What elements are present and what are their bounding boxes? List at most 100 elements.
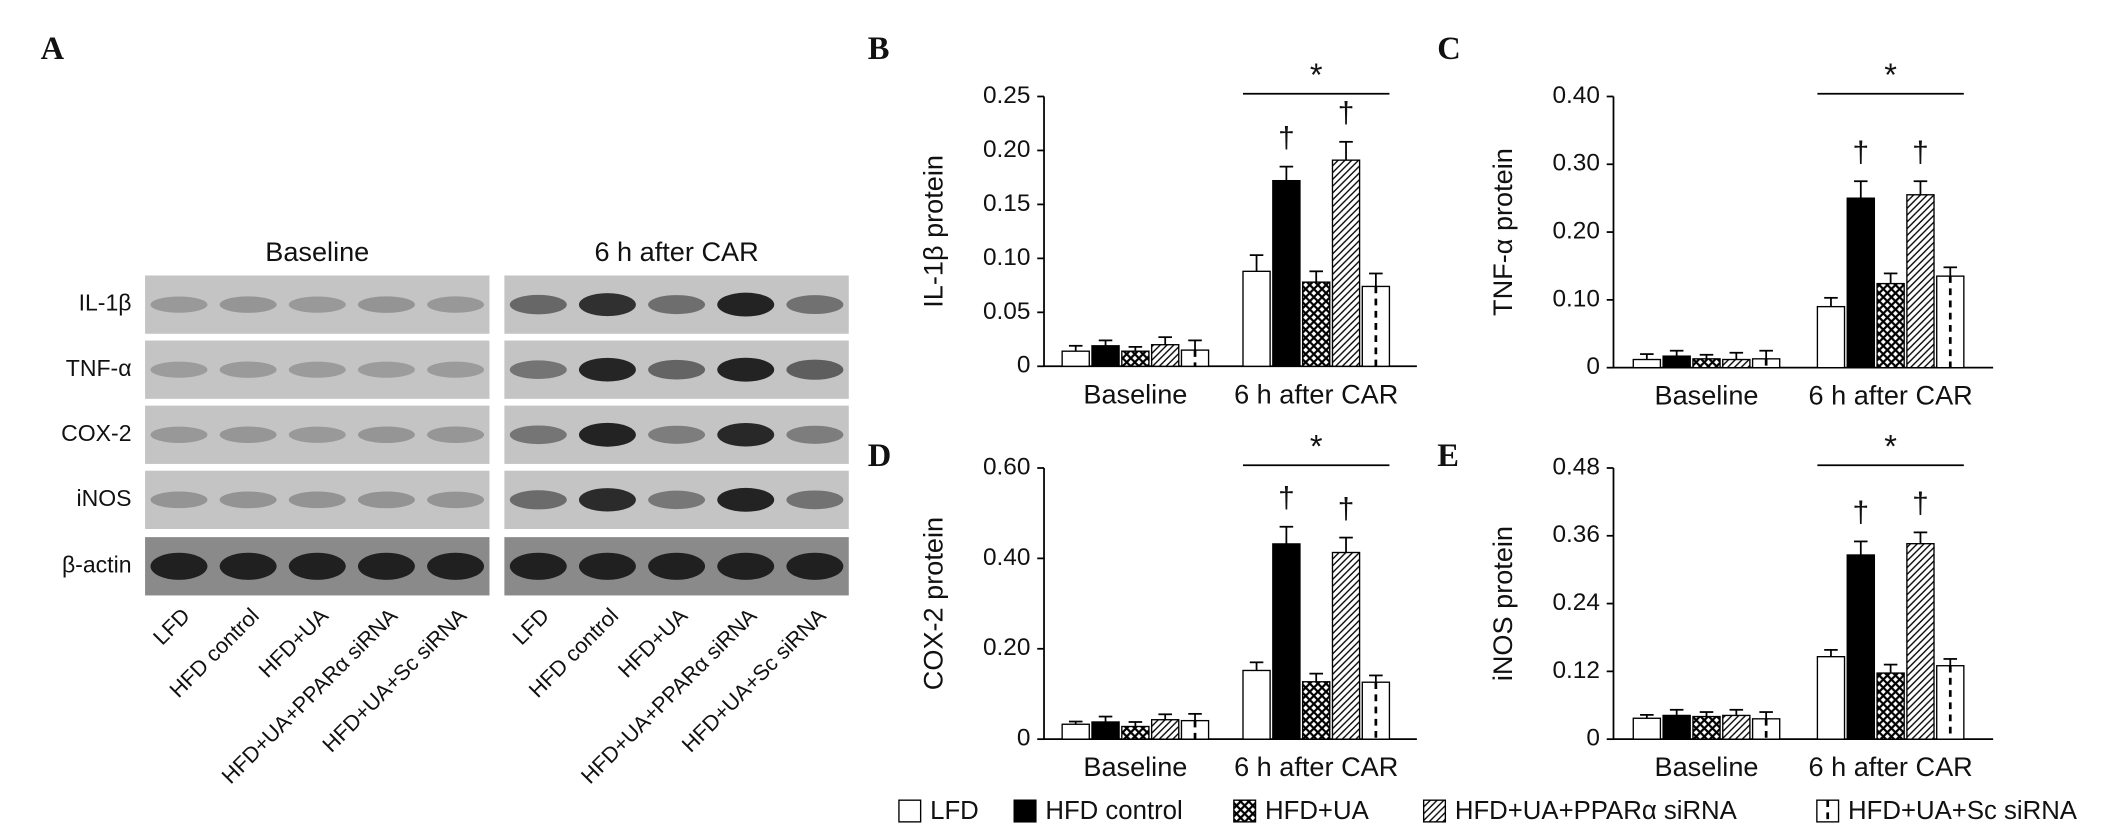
bar <box>1722 714 1751 740</box>
bar <box>1242 669 1271 740</box>
significance-star: * <box>1884 429 1897 465</box>
error-bar <box>1068 720 1083 725</box>
error-bar <box>1854 540 1868 555</box>
dagger: † <box>1852 496 1869 529</box>
x-tick-label: Baseline <box>1654 380 1758 411</box>
y-axis-label: COX-2 protein <box>918 517 949 690</box>
blot-band <box>357 361 415 378</box>
error-bar <box>1188 339 1202 351</box>
blot-band <box>427 491 485 509</box>
blot-band <box>150 426 208 443</box>
bar <box>1662 714 1691 740</box>
dagger: † <box>1338 492 1355 525</box>
blot-band <box>509 490 567 510</box>
legend-label: HFD control <box>1045 797 1182 825</box>
error-bar <box>1824 296 1838 307</box>
y-tick-label: 0.20 <box>1552 218 1599 245</box>
y-tick-label: 0 <box>1017 725 1031 752</box>
error-bar <box>1128 721 1143 727</box>
blot-row-label: IL-1β <box>79 290 132 316</box>
error-bar <box>1249 661 1264 671</box>
blot-band <box>578 488 636 512</box>
y-tick-label: 0.60 <box>983 453 1030 480</box>
significance-star: * <box>1884 57 1897 93</box>
error-bar <box>1309 672 1323 682</box>
blot-band <box>786 425 844 444</box>
panel-label: B <box>868 31 890 67</box>
bar <box>1816 656 1846 740</box>
panel-label: A <box>41 31 65 67</box>
blot-band <box>717 552 775 580</box>
error-bar <box>1098 339 1113 346</box>
y-tick-label: 0.20 <box>983 634 1030 661</box>
blot-group-label: 6 h after CAR <box>594 236 758 267</box>
error-bar <box>1943 658 1958 666</box>
y-tick-label: 0.40 <box>983 544 1030 571</box>
y-tick-label: 0.20 <box>983 136 1030 163</box>
blot-band <box>150 552 208 580</box>
bar <box>1876 672 1905 740</box>
dagger: † <box>1338 97 1355 130</box>
blot-band <box>648 359 706 380</box>
legend-label: HFD+UA <box>1265 797 1370 825</box>
error-bar <box>1098 715 1113 722</box>
blot-band <box>717 423 775 447</box>
y-tick-label: 0.15 <box>983 190 1030 217</box>
legend-label: LFD <box>930 797 979 825</box>
blot-band <box>648 490 706 510</box>
y-tick-label: 0 <box>1017 352 1031 379</box>
x-tick-label: 6 h after CAR <box>1234 378 1398 409</box>
lane-label: LFD <box>148 603 195 650</box>
blot-row-label: β-actin <box>62 551 132 577</box>
blot-band <box>648 425 706 444</box>
y-tick-label: 0.10 <box>983 244 1030 271</box>
x-tick-label: Baseline <box>1083 751 1187 782</box>
blot-band <box>786 295 844 315</box>
bar <box>1272 543 1301 740</box>
bar <box>1331 159 1361 367</box>
error-bar <box>1249 254 1264 272</box>
blot-band <box>786 552 844 580</box>
bar <box>1692 358 1721 369</box>
blot-band <box>357 426 415 444</box>
blot-band <box>717 292 775 317</box>
legend-swatch <box>1422 799 1447 823</box>
blot-band <box>427 296 485 313</box>
error-bar <box>1759 711 1773 719</box>
x-tick-label: 6 h after CAR <box>1809 751 1973 782</box>
bar <box>1632 717 1662 740</box>
blot-band <box>219 296 277 313</box>
error-bar <box>1369 674 1383 683</box>
error-bar <box>1759 349 1773 359</box>
bar <box>1061 723 1090 740</box>
blot-band <box>357 552 415 580</box>
error-bar <box>1883 272 1898 284</box>
error-bar <box>1669 708 1684 716</box>
error-bar <box>1339 140 1353 161</box>
error-bar <box>1824 649 1838 657</box>
legend-swatch <box>898 799 922 823</box>
legend-label: HFD+UA+PPARα siRNA <box>1455 797 1738 825</box>
bar <box>1061 350 1090 367</box>
bar <box>1846 554 1876 740</box>
error-bar <box>1339 536 1353 553</box>
bar <box>1906 543 1935 740</box>
y-tick-label: 0.12 <box>1552 657 1599 684</box>
blot-band <box>717 487 775 512</box>
error-bar <box>1699 711 1714 717</box>
x-tick-label: Baseline <box>1654 751 1758 782</box>
bar <box>1331 551 1361 740</box>
error-bar <box>1128 345 1143 352</box>
significance-star: * <box>1310 57 1323 93</box>
blot-band <box>357 296 415 313</box>
blot-band <box>288 296 346 313</box>
blot-band <box>509 294 567 315</box>
blot-band <box>786 490 844 510</box>
error-bar <box>1309 270 1323 283</box>
blot-band <box>648 552 706 580</box>
blot-band <box>427 361 485 378</box>
blot-band <box>288 491 346 509</box>
blot-band <box>357 491 415 509</box>
y-tick-label: 0 <box>1586 725 1600 752</box>
blot-band <box>150 296 208 313</box>
